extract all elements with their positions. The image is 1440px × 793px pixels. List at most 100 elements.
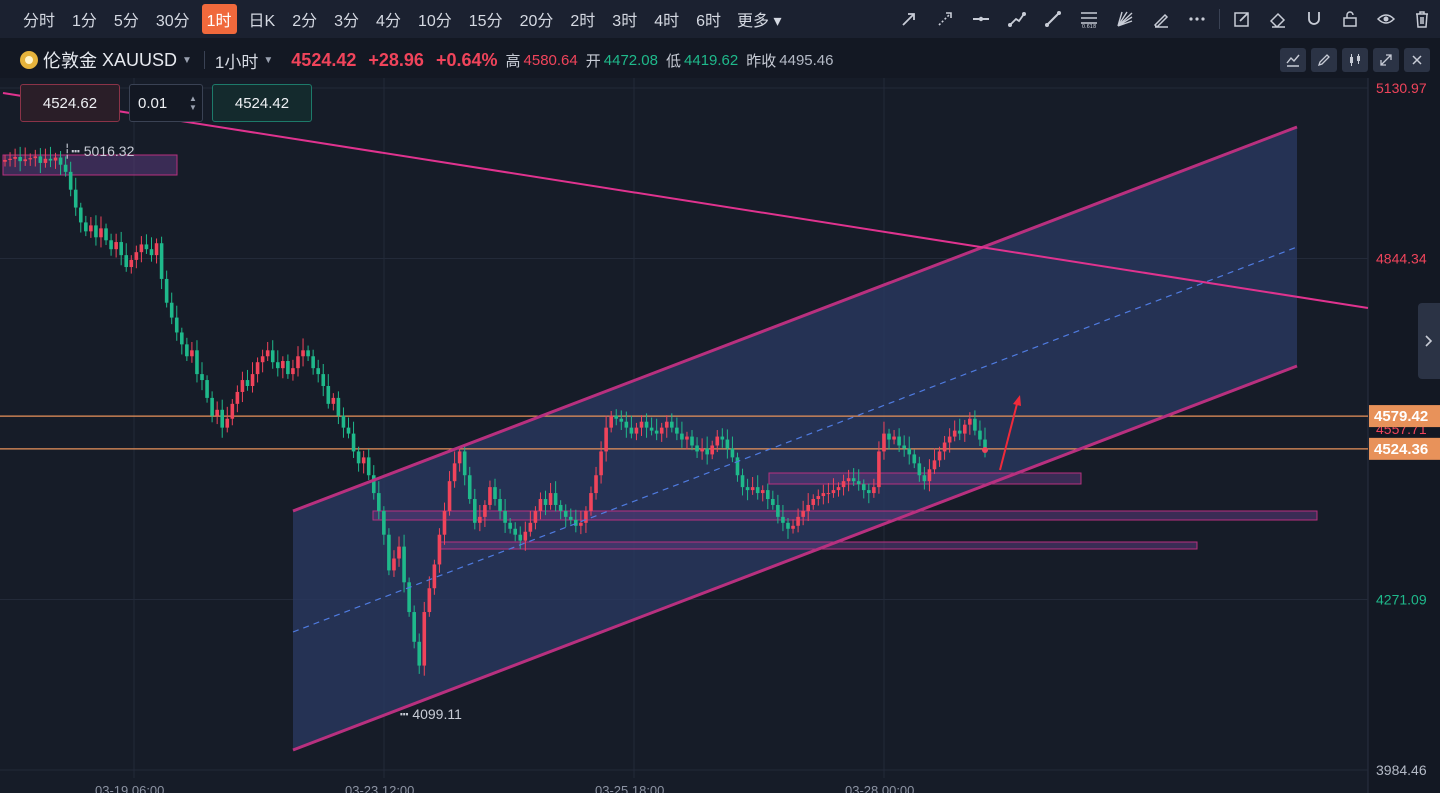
ray-icon[interactable] — [927, 0, 963, 38]
trash-icon[interactable] — [1404, 0, 1440, 38]
timeframe-11[interactable]: 20分 — [519, 13, 554, 30]
quantity-input[interactable] — [130, 94, 184, 112]
timeframe-5[interactable]: 日K — [248, 13, 276, 30]
brush-icon[interactable] — [1143, 0, 1179, 38]
more-timeframes-button[interactable]: 更多 ▾ — [737, 13, 782, 30]
interval-selector[interactable]: 1小时 — [214, 52, 259, 72]
qty-down-icon[interactable]: ▼ — [189, 103, 197, 112]
candle-body-49 — [250, 374, 255, 387]
candle-body-167 — [846, 478, 851, 482]
chart-controls — [1275, 48, 1430, 72]
candle-body-165 — [836, 487, 841, 491]
symbol-dropdown-icon[interactable]: ▼ — [182, 54, 192, 66]
candle-body-166 — [841, 481, 846, 488]
candle-body-191 — [968, 418, 972, 425]
quick-order-panel: 4524.62 ▲▼ 4524.42 — [20, 84, 312, 122]
candle-body-187 — [947, 436, 952, 443]
timeframe-4[interactable]: 1时 — [201, 4, 237, 34]
side-panel-toggle[interactable] — [1418, 303, 1440, 379]
trend-line-icon[interactable] — [999, 0, 1035, 38]
candle-body-108 — [548, 493, 553, 505]
buy-button[interactable]: 4524.42 — [212, 84, 312, 122]
quantity-arrows[interactable]: ▲ ▼ — [184, 94, 202, 112]
x-tick-label-1: 03-23 12:00 — [345, 783, 414, 793]
candle-body-163 — [826, 493, 831, 495]
candle-body-3 — [18, 156, 22, 162]
candle-body-20 — [104, 228, 108, 241]
arrow-icon[interactable] — [891, 0, 927, 38]
sell-button[interactable]: 4524.62 — [20, 84, 120, 122]
candle-body-179 — [907, 448, 912, 455]
fan-icon[interactable] — [1107, 0, 1143, 38]
candle-body-64 — [326, 386, 331, 404]
fullscreen-icon[interactable] — [1373, 48, 1399, 72]
candle-body-96 — [488, 487, 492, 505]
candle-body-51 — [260, 356, 265, 363]
low-label: 低 — [666, 52, 682, 70]
candle-body-132 — [670, 421, 674, 428]
timeframe-14[interactable]: 4时 — [654, 13, 680, 30]
candle-body-30 — [154, 243, 159, 256]
timeframe-2[interactable]: 5分 — [113, 13, 139, 30]
candle-body-183 — [927, 469, 932, 482]
candle-body-129 — [654, 430, 659, 434]
candle-body-103 — [523, 531, 528, 541]
fibonacci-icon[interactable]: 0.618 — [1071, 0, 1107, 38]
timeframe-8[interactable]: 4分 — [376, 13, 401, 30]
chevron-right-icon — [1425, 335, 1433, 347]
horizontal-line-icon[interactable] — [963, 0, 999, 38]
open-value: 4472.08 — [603, 51, 658, 69]
candle-body-99 — [503, 510, 507, 523]
close-icon[interactable] — [1404, 48, 1430, 72]
segment-icon[interactable] — [1035, 0, 1071, 38]
forecast-arrow-head — [1013, 395, 1021, 406]
timeframe-7[interactable]: 3分 — [334, 13, 360, 30]
magnet-icon[interactable] — [1296, 0, 1332, 38]
timeframe-13[interactable]: 3时 — [612, 13, 638, 30]
candle-body-110 — [558, 504, 563, 511]
symbol-info-bar: 伦敦金 XAUUSD ▼ 1小时 ▼ 4524.42 +28.96 +0.64%… — [0, 44, 1440, 76]
timeframe-9[interactable]: 10分 — [417, 13, 452, 30]
eraser-icon[interactable] — [1260, 0, 1296, 38]
indicator-icon[interactable] — [1280, 48, 1306, 72]
edit-icon[interactable] — [1224, 0, 1260, 38]
candle-body-104 — [528, 522, 533, 532]
forecast-arrow-line — [999, 399, 1019, 471]
interval-dropdown-icon[interactable]: ▼ — [263, 54, 274, 66]
timeframe-3[interactable]: 30分 — [155, 13, 190, 30]
candle-body-45 — [230, 403, 235, 419]
candle-body-109 — [553, 493, 558, 505]
candle-body-18 — [94, 225, 98, 238]
candle-body-174 — [882, 433, 886, 452]
candle-body-146 — [740, 475, 745, 488]
candle-body-102 — [518, 534, 523, 541]
timeframe-10[interactable]: 15分 — [468, 13, 503, 30]
candle-body-29 — [149, 249, 154, 256]
pencil-icon[interactable] — [1311, 48, 1337, 72]
timeframe-6[interactable]: 2分 — [292, 13, 318, 30]
candle-body-62 — [316, 368, 320, 375]
timeframe-1[interactable]: 1分 — [72, 13, 97, 30]
candle-body-128 — [649, 427, 654, 431]
candle-body-192 — [973, 418, 977, 431]
candle-body-184 — [932, 460, 937, 470]
prev-close-label: 昨收 — [746, 52, 777, 70]
price-chart[interactable]: ┆┅ 5016.32 ┅ 4099.11 5130.97 4844.34 4271.09… — [0, 78, 1440, 793]
candle-body-78 — [397, 546, 401, 559]
symbol-name[interactable]: 伦敦金 — [43, 51, 97, 71]
lock-icon[interactable] — [1332, 0, 1368, 38]
candle-body-180 — [912, 454, 917, 464]
quantity-stepper[interactable]: ▲▼ — [129, 84, 203, 122]
symbol-code[interactable]: XAUUSD — [102, 49, 178, 70]
eye-icon[interactable] — [1368, 0, 1404, 38]
svg-text:0.618: 0.618 — [1082, 24, 1096, 29]
more-dots-icon[interactable] — [1179, 0, 1215, 38]
qty-up-icon[interactable]: ▲ — [189, 94, 197, 103]
candle-type-icon[interactable] — [1342, 48, 1368, 72]
timeframe-0[interactable]: 分时 — [23, 13, 56, 30]
candle-body-147 — [745, 487, 750, 491]
low-value: 4419.62 — [684, 51, 739, 69]
timeframe-15[interactable]: 6时 — [696, 13, 722, 30]
timeframe-12[interactable]: 2时 — [570, 13, 596, 30]
candle-body-34 — [174, 317, 179, 333]
